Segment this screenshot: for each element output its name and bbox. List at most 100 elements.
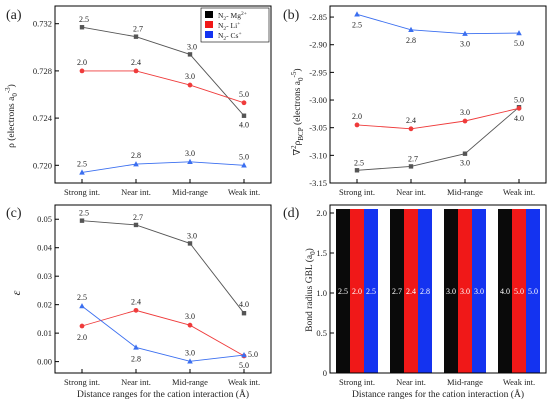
panel-b-frame <box>329 5 547 184</box>
panel-b-ytick-label: -3.15 <box>309 178 327 188</box>
panel-d-bar-label: 5.0 <box>528 287 538 296</box>
panel-a-data-label: 2.7 <box>133 25 143 34</box>
panel-a-point <box>187 158 193 164</box>
panel-c-data-label: 2.8 <box>131 354 141 363</box>
panel-a-ytick-label: 0.720 <box>33 160 52 170</box>
panel-d-bar <box>444 209 458 373</box>
panel-c-point <box>187 358 193 364</box>
panel-d-bar-label: 2.5 <box>338 287 348 296</box>
panel-a-data-label: 2.8 <box>131 151 141 160</box>
panel-d-bar <box>336 209 350 373</box>
panel-b-data-label: 2.7 <box>408 154 418 163</box>
panel-a-point <box>241 113 247 118</box>
panel-b-xtick-label: Strong int. <box>339 187 375 197</box>
panel-a-series-line <box>81 26 245 116</box>
panel-b-point <box>354 122 360 128</box>
panel-c-series-line <box>81 220 245 314</box>
panel-a-data-label: 3.0 <box>187 42 197 51</box>
panel-a-xtick-label: Mid-range <box>172 187 208 197</box>
panel-d-bar <box>526 209 540 373</box>
panel-b-data-label: 2.0 <box>352 112 362 121</box>
panel-c-point <box>133 344 139 350</box>
panel-d-bar-label: 2.0 <box>352 287 362 296</box>
panel-d-tag: (d) <box>283 206 300 221</box>
panel-a-point <box>241 100 247 106</box>
panel-c-point <box>187 322 193 328</box>
panel-d-bar <box>512 209 526 373</box>
panel-b-ytick-label: -2.90 <box>309 40 327 50</box>
panel-d-bar-label: 3.0 <box>460 287 470 296</box>
panel-c-xtick-label: Mid-range <box>172 377 208 387</box>
panel-b-data-label: 3.0 <box>460 108 470 117</box>
panel-b-data-label: 2.8 <box>406 36 416 45</box>
panel-a-point <box>79 68 85 74</box>
panel-b-point <box>408 164 414 169</box>
panel-c-plot: 0.00 0.01 0.02 0.03 0.04 0.05 Strong int. Near … <box>37 209 260 387</box>
panel-b-data-label: 5.0 <box>514 95 524 104</box>
panel-a-data-label: 5.0 <box>239 152 249 161</box>
panel-b-xtick-label: Near int. <box>396 187 426 197</box>
panel-d-xtick-label: Mid-range <box>447 377 483 387</box>
panel-d-bar-label: 3.0 <box>474 287 484 296</box>
panel-d-bar-label: 4.0 <box>500 287 510 296</box>
panel-c-point <box>79 218 85 223</box>
panel-a-ylabel: ρ (electrons a0-3) <box>4 84 19 148</box>
panel-c-series-line <box>81 309 245 357</box>
panel-a-xtick-label: Near int. <box>121 187 151 197</box>
panel-c-data-label: 3.0 <box>185 348 195 357</box>
panel-c-ytick-label: 0.05 <box>37 214 52 224</box>
panel-a-plot: 0.720 0.724 0.728 0.732 Strong int. Near int.… <box>33 15 260 197</box>
panel-c-ytick-label: 0.00 <box>37 357 52 367</box>
panel-a-data-label: 5.0 <box>239 90 249 99</box>
panel-a-point <box>79 169 85 175</box>
panel-a-data-label: 3.0 <box>185 72 195 81</box>
panel-a-data-label: 2.5 <box>77 159 87 168</box>
panel-b-data-label: 3.0 <box>460 159 470 168</box>
panel-b-data-label: 4.0 <box>514 114 524 123</box>
panel-b-data-label: 2.5 <box>352 20 362 29</box>
panel-c-point <box>133 307 139 313</box>
panel-d-ytick-label: 1.5 <box>316 248 327 258</box>
panel-b-point <box>516 30 522 36</box>
panel-c-ytick-label: 0.01 <box>37 328 52 338</box>
panel-d-bar-label: 2.7 <box>392 287 402 296</box>
panel-d-ytick-label: 0.5 <box>316 328 327 338</box>
panel-d: (d) Bond radius GBL (a0) 0 0.5 1.0 1.5 2.0 St… <box>283 204 547 400</box>
panel-a-tag: (a) <box>6 8 22 23</box>
panel-c-ytick-label: 0.04 <box>37 243 53 253</box>
panel-a-series-line <box>82 70 245 104</box>
panel-b-tag: (b) <box>283 8 300 23</box>
panel-b-point <box>408 126 414 132</box>
panel-c-xlabel: Distance ranges for the cation interacti… <box>77 388 249 400</box>
panel-b-data-label: 2.5 <box>354 158 364 167</box>
panel-d-frame <box>329 204 547 374</box>
panel-d-bar-label: 2.5 <box>366 287 376 296</box>
panel-c-data-label: 2.4 <box>131 297 141 306</box>
panel-c-data-label: 5.0 <box>239 361 249 370</box>
panel-b-point <box>462 151 468 156</box>
legend-mg: N2- Mg2+ <box>218 11 247 22</box>
panel-a-ytick-label: 0.728 <box>33 66 52 76</box>
panel-c-data-label: 4.0 <box>239 300 249 309</box>
panel-a-point <box>133 34 139 39</box>
panel-c-point <box>79 323 85 329</box>
panel-b-ytick-label: -2.95 <box>309 67 327 77</box>
panel-a-point <box>241 162 247 168</box>
panel-d-plot: 0 0.5 1.0 1.5 2.0 Strong int. Near int. Mid-ran… <box>316 208 540 387</box>
panel-c-data-label: 5.0 <box>248 350 258 359</box>
legend-cs: N2- Cs+ <box>218 31 242 42</box>
panel-a: (a) ρ (electrons a0-3) 0.7200.7240.7280.… <box>4 5 272 197</box>
panel-c-point <box>241 311 247 316</box>
panel-b-data-label: 2.4 <box>406 116 416 125</box>
panel-a-series-line <box>81 161 245 173</box>
panel-b-point <box>462 118 468 124</box>
panel-d-bar <box>472 209 486 373</box>
panel-b-point <box>354 11 360 17</box>
panel-a-point <box>187 82 193 88</box>
panel-c-point <box>187 241 193 246</box>
panel-d-ytick-label: 1.0 <box>316 288 327 298</box>
panel-a-point <box>133 161 139 167</box>
panel-d-xtick-label: Weak int. <box>503 377 535 387</box>
panel-a-data-label: 3.0 <box>185 149 195 158</box>
panel-a-data-label: 2.4 <box>131 58 141 67</box>
